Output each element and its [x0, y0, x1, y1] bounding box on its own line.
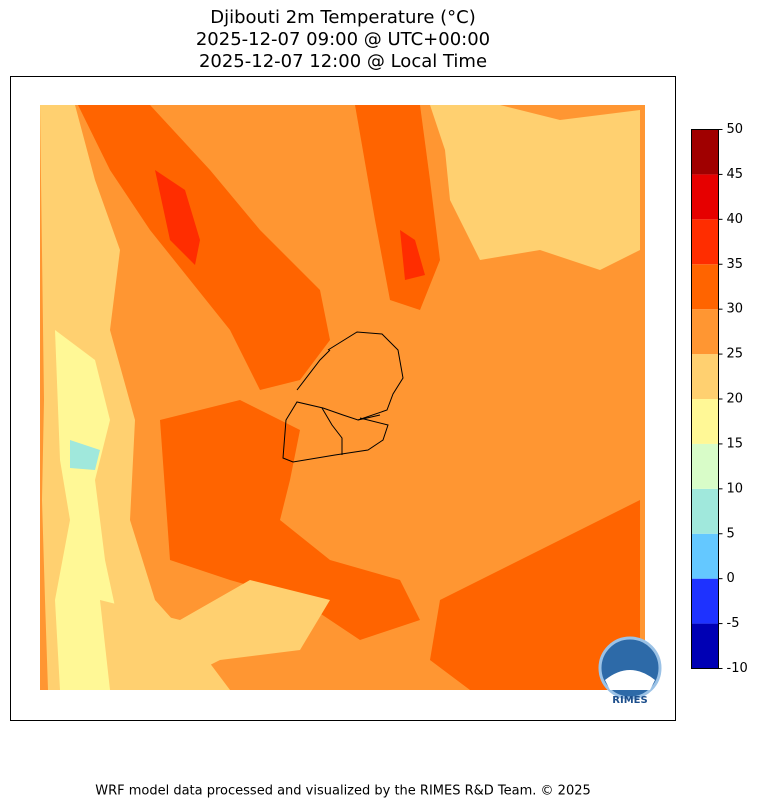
colorbar-band [691, 174, 719, 220]
colorbar-tick-label: 50 [727, 122, 744, 137]
field-warm [100, 580, 330, 690]
field-hot [78, 105, 330, 390]
colorbar-band [691, 264, 719, 310]
field-hot [430, 500, 640, 690]
logo-wave [605, 670, 655, 690]
colorbar-tick-label: -5 [727, 616, 740, 631]
colorbar-frame [691, 129, 719, 669]
colorbar-band [691, 219, 719, 265]
title-line: 2025-12-07 09:00 @ UTC+00:00 [196, 29, 490, 50]
colorbar-band [691, 129, 719, 175]
field-hot [160, 400, 420, 640]
colorbar-band [691, 488, 719, 534]
field-hottest [155, 170, 200, 265]
colorbar-band [691, 309, 719, 355]
colorbar-band [691, 399, 719, 444]
field-mild [55, 330, 140, 690]
colorbar-band [691, 354, 719, 399]
country-border [282, 331, 404, 463]
field-cool [70, 440, 100, 470]
logo: RIMES [598, 636, 662, 706]
colorbar-band [691, 578, 719, 624]
colorbar-tick-label: 5 [727, 526, 735, 541]
footer: WRF model data processed and visualized … [95, 784, 591, 799]
logo-text: RIMES [612, 695, 647, 706]
colorbar-band [691, 533, 719, 579]
colorbar-tick-label: 25 [727, 347, 744, 362]
colorbar-tick-label: 30 [727, 302, 744, 317]
colorbar-tick-label: 40 [727, 212, 744, 227]
field-hottest [400, 230, 425, 280]
colorbar-band [691, 623, 719, 669]
temperature-field [40, 105, 645, 690]
colorbar-tick-label: 0 [727, 571, 735, 586]
colorbar-tick-label: 20 [727, 392, 744, 407]
title-line: Djibouti 2m Temperature (°C) [210, 7, 476, 28]
colorbar-tick-label: -10 [727, 661, 748, 676]
colorbar-tick-label: 35 [727, 257, 744, 272]
field-warm [430, 105, 640, 270]
title-line: 2025-12-07 12:00 @ Local Time [199, 51, 487, 72]
colorbar-tick-label: 45 [727, 167, 744, 182]
colorbar-tick-label: 10 [727, 481, 744, 496]
colorbar-tick-label: 15 [727, 436, 744, 451]
colorbar-band [691, 443, 719, 489]
region-border [296, 349, 381, 455]
colorbar: -10 -5 0 5 10 15 20 25 30 35 40 45 50 [691, 122, 748, 676]
